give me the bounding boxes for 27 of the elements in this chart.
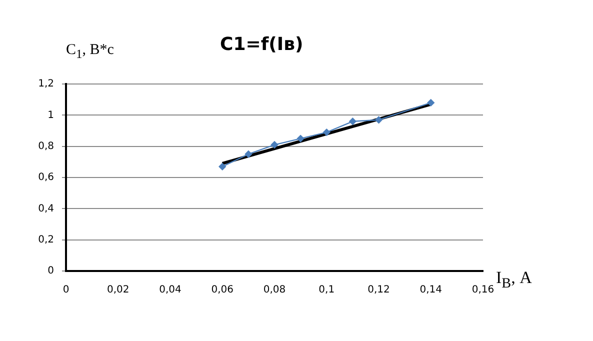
x-tick-label: 0,1 bbox=[318, 284, 335, 296]
x-tick-label: 0,16 bbox=[472, 284, 494, 296]
point bbox=[270, 141, 278, 148]
point bbox=[375, 116, 382, 124]
x-tick-label: 0,12 bbox=[368, 284, 390, 296]
y-tick-label: 0,8 bbox=[38, 140, 54, 152]
point bbox=[427, 99, 434, 106]
y-tick-label: 1,2 bbox=[38, 78, 54, 90]
x-tick-label: 0 bbox=[62, 284, 70, 296]
x-tick-label: 0,06 bbox=[211, 284, 234, 296]
y-tick-label: 0,6 bbox=[38, 172, 54, 184]
x-tick-label: 0,14 bbox=[420, 284, 442, 296]
point bbox=[323, 128, 330, 136]
y-axis-title: C$_{1}$, В*с bbox=[66, 42, 114, 62]
x-tick-label: 0,02 bbox=[106, 284, 130, 296]
point bbox=[296, 134, 304, 142]
point bbox=[218, 162, 226, 170]
y-tick-label: 0,2 bbox=[38, 234, 54, 246]
y-tick-label: 1 bbox=[48, 110, 54, 121]
point bbox=[349, 118, 356, 125]
chart-title: C1=f(Iв) bbox=[220, 34, 304, 55]
x-tick-label: 0,04 bbox=[159, 284, 182, 296]
point bbox=[244, 150, 252, 158]
y-tick-label: 0,4 bbox=[38, 203, 54, 214]
x-tick-label: 0,08 bbox=[263, 284, 286, 296]
x-axis-title: I$_{В}$, А bbox=[496, 268, 532, 292]
y-tick-label: 0 bbox=[48, 266, 54, 277]
